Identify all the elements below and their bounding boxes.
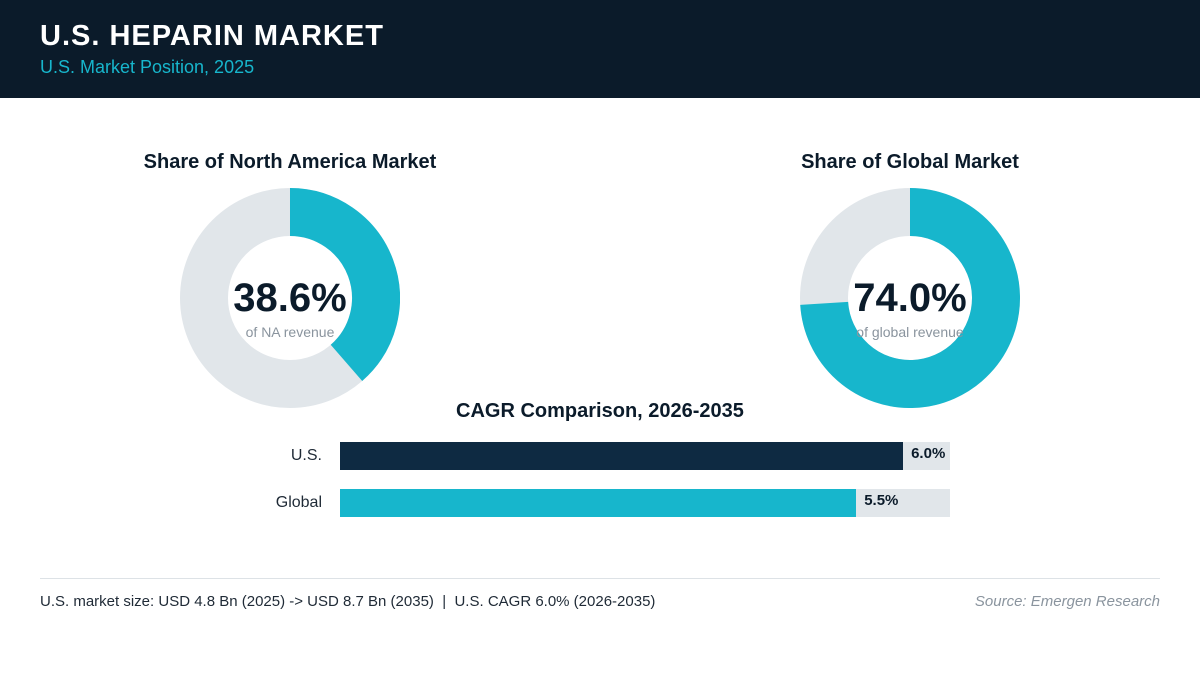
page-subtitle: U.S. Market Position, 2025 (40, 57, 255, 77)
bar-label: U.S. (290, 447, 322, 464)
bar-fill (340, 442, 904, 470)
bar-track: 5.5% (340, 489, 950, 517)
donut-title: Share of North America Market (143, 151, 437, 173)
footer-divider (40, 578, 1160, 579)
bar-label: Global (275, 494, 322, 511)
donut-share-arc (800, 188, 1020, 408)
donut-caption: of global revenue (856, 324, 964, 340)
donut-value: 38.6% (233, 276, 347, 320)
bar-row-us: U.S. 6.0% (220, 442, 980, 470)
donut-title: Share of Global Market (801, 151, 1019, 173)
donut-value: 74.0% (853, 276, 967, 320)
bar-track: 6.0% (340, 442, 950, 470)
page-title: U.S. HEPARIN MARKET (40, 20, 384, 52)
donut-chart-north-america: Share of North America Market 38.6% of N… (130, 148, 450, 418)
donut-svg (180, 188, 400, 408)
footer-note: U.S. market size: USD 4.8 Bn (2025) -> U… (40, 593, 656, 610)
bar-fill (340, 489, 857, 517)
donut-chart-global: Share of Global Market 74.0% of global r… (750, 148, 1070, 418)
donut-share-arc (289, 188, 400, 381)
donut-caption: of NA revenue (245, 324, 335, 340)
footer-source: Source: Emergen Research (974, 593, 1160, 610)
donut-svg (800, 188, 1020, 408)
header-bar: U.S. HEPARIN MARKET U.S. Market Position… (0, 0, 1200, 98)
cagr-chart-title: CAGR Comparison, 2026-2035 (456, 400, 744, 422)
bar-value-label: 6.0% (911, 445, 946, 462)
bar-row-global: Global 5.5% (220, 489, 980, 517)
bar-value-label: 5.5% (864, 492, 899, 509)
